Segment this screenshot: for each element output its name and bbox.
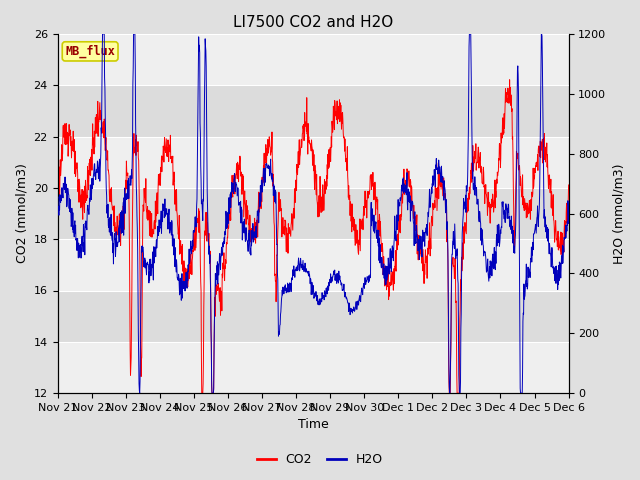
Title: LI7500 CO2 and H2O: LI7500 CO2 and H2O	[233, 15, 393, 30]
Text: MB_flux: MB_flux	[65, 45, 115, 58]
X-axis label: Time: Time	[298, 419, 328, 432]
Legend: CO2, H2O: CO2, H2O	[252, 448, 388, 471]
Bar	[58, 137, 568, 188]
Bar	[58, 342, 568, 393]
Y-axis label: H2O (mmol/m3): H2O (mmol/m3)	[612, 163, 625, 264]
Bar	[58, 239, 568, 290]
Y-axis label: CO2 (mmol/m3): CO2 (mmol/m3)	[15, 164, 28, 264]
Bar	[58, 34, 568, 85]
